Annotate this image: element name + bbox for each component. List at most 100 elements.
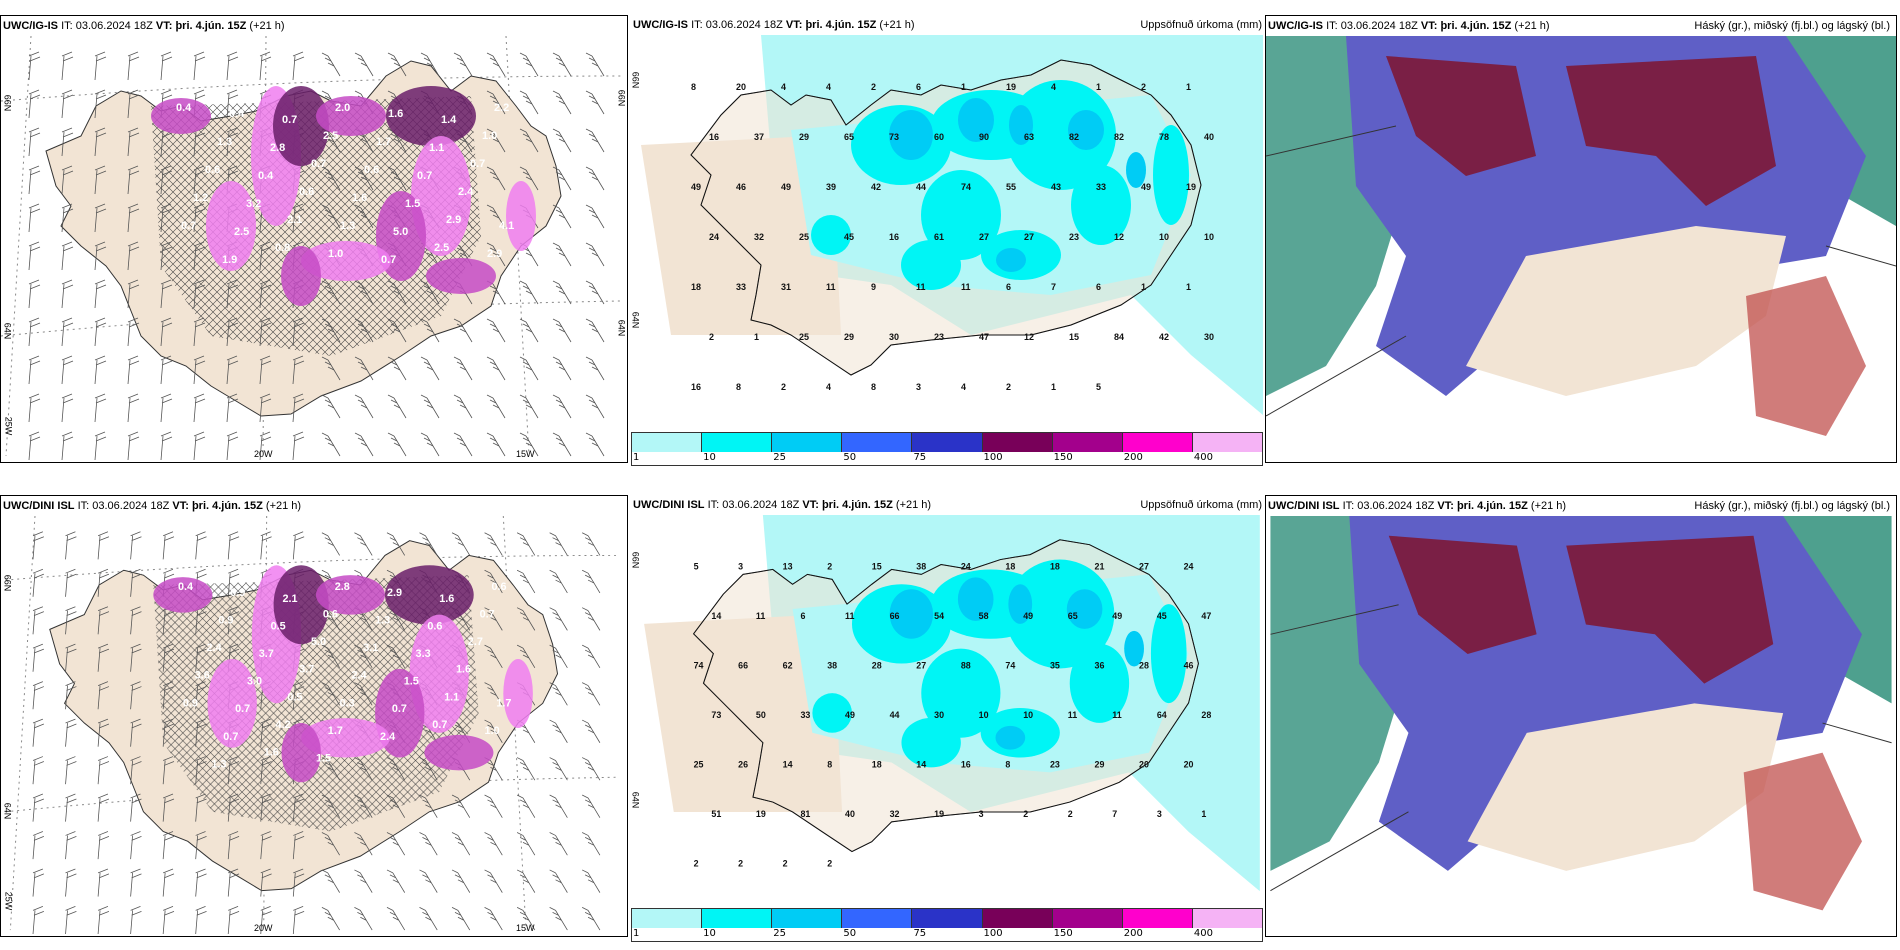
wind-barb [32, 568, 45, 597]
precip-value-label: 39 [826, 182, 836, 192]
legend-tick-label: 100 [983, 928, 1003, 939]
it-label: IT: [707, 499, 720, 511]
wind-barb [259, 51, 272, 81]
precip-area-dark [958, 98, 994, 142]
wind-barb [292, 906, 305, 935]
wind-barb [193, 203, 206, 233]
legend-tick-label: 150 [1053, 452, 1073, 463]
precip-area-mid [901, 240, 961, 290]
wind-barb [28, 317, 41, 347]
wind-barb [127, 203, 140, 233]
precip-value-label: 50 [756, 710, 766, 720]
wind-barb [387, 394, 407, 419]
legend-tick-label: 150 [1053, 928, 1073, 939]
low-cloud-area-southeast [1746, 276, 1866, 436]
legend-swatch: 200 [1122, 433, 1193, 463]
snow-value-label: 0.7 [392, 703, 407, 715]
precip-value-label: 61 [934, 232, 944, 242]
snow-value-label: 0.9 [218, 614, 233, 626]
vt-label: VT: [172, 500, 189, 512]
precip-value-label: 20 [1139, 759, 1149, 769]
precip-value-label: 78 [1159, 132, 1169, 142]
snow-value-label: 1.3 [375, 614, 390, 626]
wind-barb [226, 51, 239, 81]
wind-barb [61, 203, 74, 233]
it-value: 03.06.2024 18Z [75, 20, 153, 32]
snow-value-label: 2.4 [207, 642, 222, 654]
wind-barb [552, 242, 572, 267]
wind-barb [387, 128, 407, 153]
wind-barb [97, 793, 110, 822]
wind-barb [321, 356, 341, 381]
wind-barb [549, 757, 568, 781]
snow-value-label: 1.7 [376, 136, 391, 148]
precip-value-label: 74 [961, 182, 971, 192]
wind-barb [94, 241, 107, 271]
legend-swatch: 1 [632, 909, 703, 939]
wind-barb [195, 643, 207, 672]
precip-value-label: 5 [694, 561, 699, 571]
precip-value-label: 6 [800, 611, 805, 621]
precip-area-mid [812, 693, 852, 733]
vt-value: þri. 4.jún. 15Z [821, 499, 893, 511]
wind-barb [484, 682, 503, 706]
snow-value-label: 0.4 [229, 108, 245, 120]
low-cloud-area-north [1566, 56, 1776, 206]
wind-barb [292, 393, 305, 423]
vt-label: VT: [802, 499, 819, 511]
precip-area-dark [1009, 105, 1033, 145]
precip-value-label: 42 [871, 182, 881, 192]
wind-barb [260, 906, 272, 935]
wind-barb [321, 907, 340, 931]
precip-value-label: 21 [1094, 561, 1104, 571]
legend-tick-label: 1 [633, 928, 640, 939]
wind-barb [581, 644, 601, 669]
wind-barb [484, 719, 503, 743]
wind-barb [195, 681, 207, 710]
snow-value-label: 1.2 [193, 192, 208, 204]
precip-value-label: 11 [916, 282, 926, 292]
precip-value-label: 1 [1201, 809, 1206, 819]
wind-barb [519, 394, 539, 419]
precip-value-label: 2 [1141, 82, 1146, 92]
model-name: UWC/DINI ISL [1268, 500, 1340, 512]
wind-barb [354, 356, 374, 381]
snow-value-label: 0.7 [311, 158, 326, 170]
wind-barb [516, 869, 536, 893]
precip-value-label: 10 [1204, 232, 1214, 242]
precip-value-label: 28 [1201, 710, 1211, 720]
precip-area-mid [1153, 125, 1189, 225]
panel-title: UWC/IG-IS IT: 03.06.2024 18Z VT: þri. 4.… [1268, 20, 1550, 33]
precip-value-label: 13 [783, 561, 793, 571]
wind-barb [419, 757, 438, 781]
wind-barb [130, 756, 142, 785]
precip-value-label: 49 [1023, 611, 1033, 621]
wind-barb [28, 203, 41, 233]
lon-line-25w [5, 36, 32, 457]
wind-barb [585, 394, 605, 419]
precip-value-label: 55 [1006, 182, 1016, 192]
wind-barb [226, 431, 239, 461]
wind-barb [28, 89, 41, 119]
panel-title: UWC/DINI ISL IT: 03.06.2024 18Z VT: þri.… [1268, 500, 1566, 513]
precip-value-label: 32 [754, 232, 764, 242]
wind-barb [195, 793, 207, 822]
wind-barb [549, 569, 568, 594]
precip-value-label: 11 [845, 611, 854, 621]
precip-value-label: 44 [916, 182, 926, 192]
it-value: 03.06.2024 18Z [1357, 500, 1435, 512]
precip-value-label: 66 [890, 611, 900, 621]
wind-barb [28, 279, 41, 309]
snow-value-label: 0.3 [340, 697, 355, 709]
precip-value-label: 2 [827, 858, 832, 868]
wind-barb [292, 317, 305, 347]
snow-value-label: 2.2 [494, 102, 509, 114]
snow-value-label: 3.2 [246, 198, 261, 210]
precip-value-label: 19 [934, 809, 944, 819]
wind-barb [354, 204, 374, 229]
wind-barb [130, 531, 142, 560]
precip-value-label: 15 [1069, 332, 1079, 342]
legend-swatch: 150 [1052, 433, 1123, 463]
wind-barb [552, 166, 572, 191]
